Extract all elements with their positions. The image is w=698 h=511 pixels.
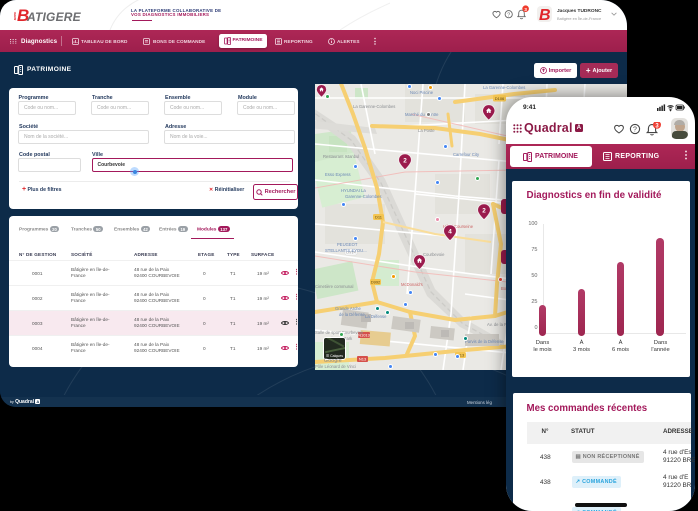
- svg-text:N13: N13: [359, 357, 367, 362]
- svg-text:?: ?: [633, 127, 637, 134]
- svg-text:2: 2: [482, 207, 486, 214]
- svg-text:D11: D11: [375, 215, 383, 220]
- svg-text:D992: D992: [371, 280, 381, 285]
- svg-text:3: 3: [655, 123, 659, 129]
- svg-text:D106: D106: [495, 96, 505, 101]
- svg-text:D914: D914: [346, 250, 356, 255]
- svg-text:N1013: N1013: [358, 333, 371, 338]
- svg-text:3: 3: [524, 7, 527, 13]
- svg-text:2: 2: [403, 157, 407, 164]
- svg-text:D13: D13: [457, 353, 465, 358]
- svg-text:4: 4: [448, 228, 452, 235]
- svg-text:?: ?: [507, 12, 510, 18]
